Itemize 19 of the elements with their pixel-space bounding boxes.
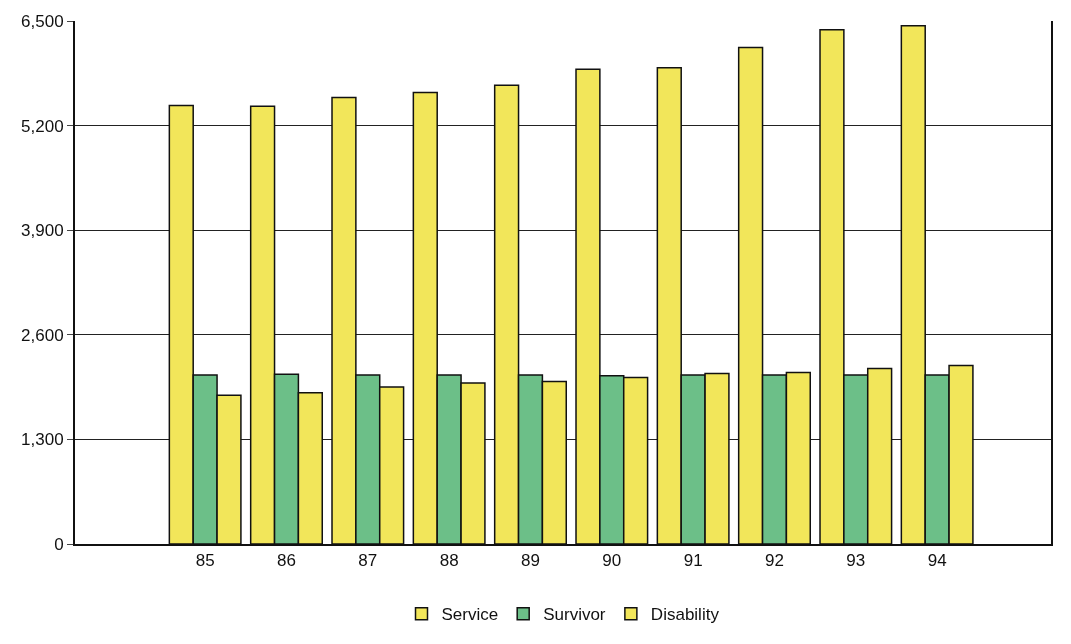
x-tick-label: 87 xyxy=(358,551,378,571)
x-tick-label: 89 xyxy=(521,551,540,571)
x-tick-label: 91 xyxy=(683,551,703,571)
y-tick-label: 0 xyxy=(54,534,64,554)
y-tick-label: 2,600 xyxy=(21,325,64,345)
y-tick-label: 1,300 xyxy=(21,430,64,450)
y-tick-label: 5,200 xyxy=(21,116,64,136)
x-tick-label: 90 xyxy=(602,551,622,571)
x-tick-label: 86 xyxy=(277,551,296,571)
x-tick-label: 88 xyxy=(439,551,459,571)
legend-label: Disability xyxy=(650,605,720,625)
y-tick-label: 3,900 xyxy=(21,221,64,241)
x-tick-label: 94 xyxy=(927,551,947,571)
x-tick-label: 92 xyxy=(765,551,784,571)
legend-label: Service xyxy=(441,605,499,625)
y-tick-label: 6,500 xyxy=(21,11,64,31)
x-tick-label: 93 xyxy=(846,551,866,571)
x-tick-label: 85 xyxy=(195,551,215,571)
legend-label: Survivor xyxy=(543,605,606,625)
